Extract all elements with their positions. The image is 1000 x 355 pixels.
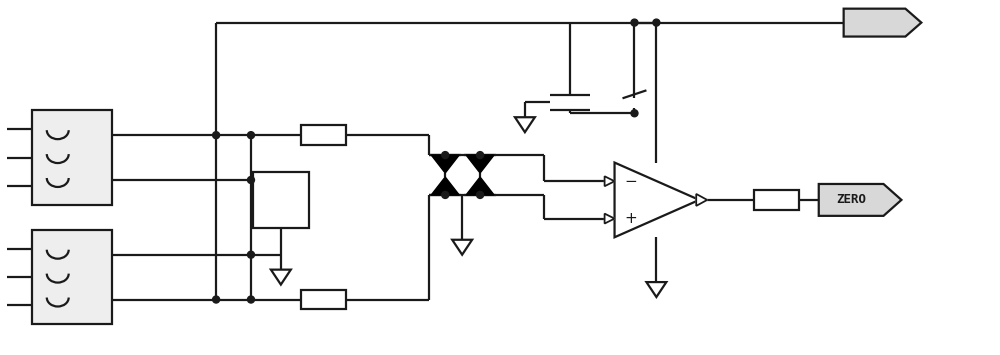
Circle shape bbox=[213, 296, 220, 303]
Text: +: + bbox=[624, 211, 637, 226]
Bar bbox=[253, 172, 309, 228]
Circle shape bbox=[477, 152, 484, 159]
Circle shape bbox=[247, 176, 254, 184]
Bar bbox=[754, 190, 799, 210]
Circle shape bbox=[247, 296, 254, 303]
Polygon shape bbox=[646, 282, 666, 297]
Polygon shape bbox=[819, 184, 901, 216]
Bar bbox=[301, 125, 346, 145]
Polygon shape bbox=[605, 176, 615, 186]
Polygon shape bbox=[431, 177, 459, 195]
Circle shape bbox=[442, 191, 449, 198]
Circle shape bbox=[653, 19, 660, 26]
Circle shape bbox=[477, 191, 484, 198]
Polygon shape bbox=[844, 9, 921, 37]
Bar bbox=[32, 230, 112, 324]
Polygon shape bbox=[271, 270, 291, 285]
Circle shape bbox=[247, 132, 254, 139]
Circle shape bbox=[247, 251, 254, 258]
Polygon shape bbox=[431, 155, 459, 173]
Polygon shape bbox=[515, 117, 535, 132]
Polygon shape bbox=[466, 155, 494, 173]
Text: ZERO: ZERO bbox=[836, 193, 866, 206]
Polygon shape bbox=[696, 194, 707, 206]
Circle shape bbox=[442, 152, 449, 159]
Polygon shape bbox=[605, 214, 615, 224]
Bar bbox=[32, 110, 112, 205]
Text: −: − bbox=[624, 174, 637, 189]
Polygon shape bbox=[452, 240, 472, 255]
Circle shape bbox=[631, 110, 638, 117]
Polygon shape bbox=[466, 177, 494, 195]
Bar bbox=[301, 290, 346, 310]
Circle shape bbox=[213, 132, 220, 139]
Circle shape bbox=[631, 19, 638, 26]
